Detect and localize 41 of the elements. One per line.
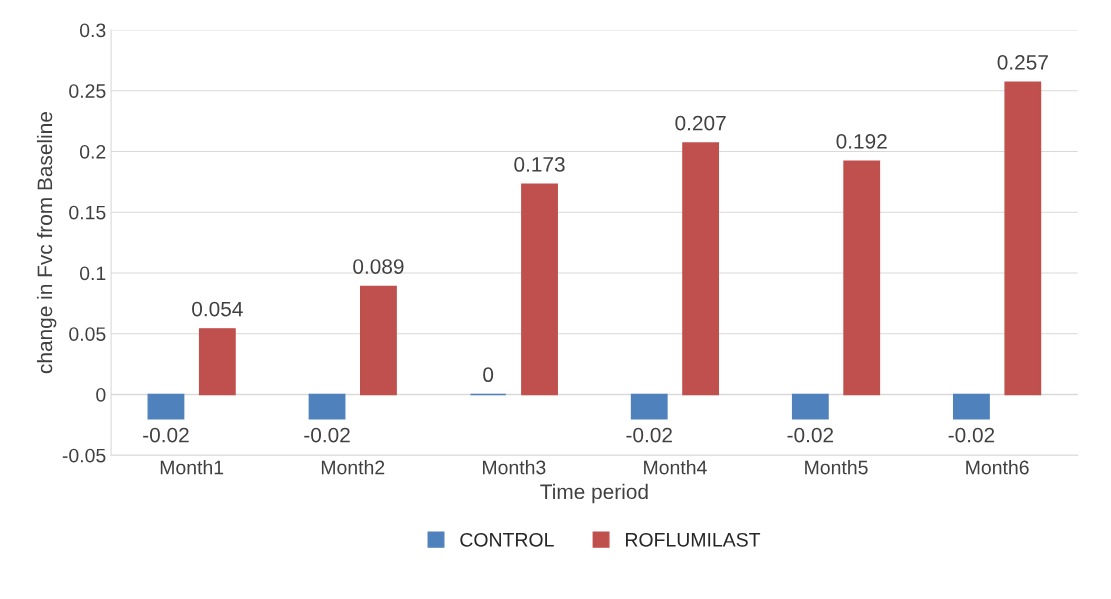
y-tick-label: 0 xyxy=(96,387,106,402)
x-tick-label: Month2 xyxy=(321,460,385,475)
x-tick-label: Month5 xyxy=(805,460,868,475)
data-label: 0.192 xyxy=(836,133,887,149)
bar xyxy=(953,393,990,420)
y-tick-label: 0.2 xyxy=(79,144,106,159)
x-tick-label: Month3 xyxy=(483,460,546,475)
y-axis-title: change in Fvc from Baseline xyxy=(36,112,57,374)
data-label: 0 xyxy=(483,367,494,383)
x-axis-title: Time period xyxy=(540,483,648,504)
x-tick-label: Month1 xyxy=(160,460,224,475)
bar xyxy=(147,393,185,420)
x-tick-label: Month6 xyxy=(966,460,1029,475)
y-tick-label: 0.05 xyxy=(69,327,106,341)
legend-label: CONTROL xyxy=(460,532,554,547)
y-tick-label: -0.05 xyxy=(62,448,106,463)
bar xyxy=(360,285,397,396)
bar xyxy=(791,393,829,420)
y-tick-label: 0.25 xyxy=(69,84,106,98)
bar xyxy=(630,393,668,420)
y-tick-label: 0.15 xyxy=(69,205,106,220)
data-label: 0.173 xyxy=(514,157,565,172)
data-label: -0.02 xyxy=(626,427,672,443)
bar xyxy=(521,183,558,396)
data-label: 0.207 xyxy=(675,115,726,131)
data-label: 0.257 xyxy=(997,55,1048,70)
data-label: -0.02 xyxy=(948,427,995,443)
bar xyxy=(308,393,346,420)
data-label: -0.02 xyxy=(143,427,189,443)
y-tick-label: 0.3 xyxy=(79,23,106,38)
bar xyxy=(1004,81,1042,396)
bar xyxy=(682,142,720,396)
bar xyxy=(843,160,881,396)
data-label: 0.089 xyxy=(353,259,404,274)
x-tick-label: Month4 xyxy=(644,460,707,475)
legend-label: ROFLUMILAST xyxy=(626,532,761,547)
data-label: 0.054 xyxy=(192,301,243,317)
y-tick-label: 0.1 xyxy=(79,266,106,281)
data-label: -0.02 xyxy=(304,427,350,443)
bar xyxy=(198,328,236,396)
data-label: -0.02 xyxy=(787,427,834,443)
